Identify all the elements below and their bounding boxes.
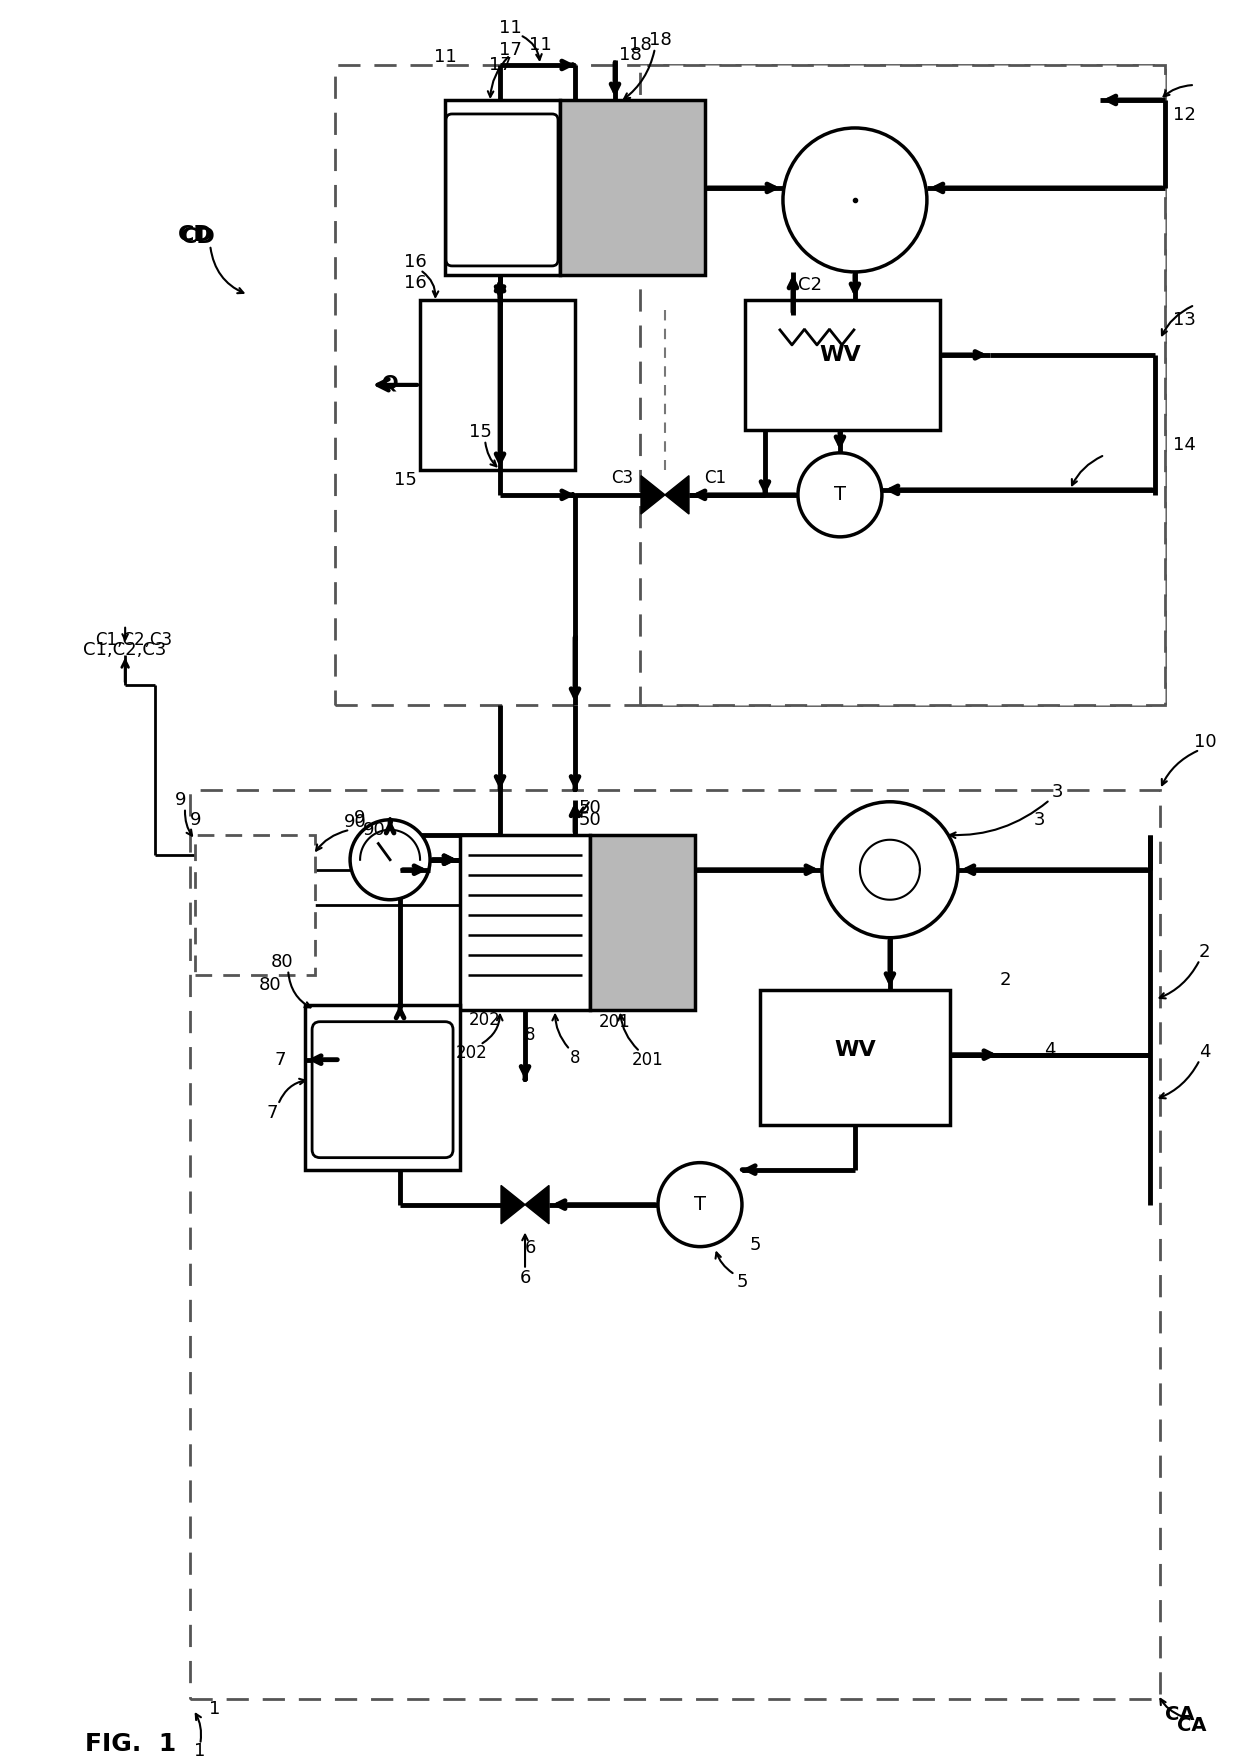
Text: 50: 50 <box>579 799 601 816</box>
Text: 2: 2 <box>1199 943 1210 961</box>
Text: 202: 202 <box>469 1010 501 1028</box>
Text: WV: WV <box>820 346 861 365</box>
Text: Q: Q <box>382 374 398 393</box>
Bar <box>460 834 590 1010</box>
Text: CA: CA <box>1166 1705 1194 1724</box>
Circle shape <box>822 802 957 938</box>
Text: T: T <box>694 1195 706 1215</box>
Text: 9: 9 <box>355 809 366 827</box>
FancyBboxPatch shape <box>312 1023 453 1158</box>
Text: C2: C2 <box>799 277 822 294</box>
Text: 8: 8 <box>569 1049 580 1067</box>
Text: 13: 13 <box>1173 310 1197 330</box>
Text: 9: 9 <box>190 811 201 829</box>
Bar <box>590 834 694 1010</box>
Text: 17: 17 <box>498 41 522 58</box>
FancyBboxPatch shape <box>446 115 558 266</box>
Text: C1,C2,C3: C1,C2,C3 <box>83 640 167 659</box>
Bar <box>195 834 315 975</box>
Circle shape <box>799 453 882 538</box>
Text: 80: 80 <box>259 975 281 994</box>
Text: 50: 50 <box>579 811 601 829</box>
Text: 6: 6 <box>525 1239 536 1257</box>
Text: 7: 7 <box>267 1104 278 1121</box>
Text: FIG.  1: FIG. 1 <box>86 1733 176 1756</box>
Polygon shape <box>665 476 689 515</box>
Bar <box>190 790 1159 1700</box>
Polygon shape <box>501 1185 525 1224</box>
Text: CA: CA <box>1177 1715 1207 1735</box>
Text: 1: 1 <box>195 1742 206 1761</box>
Text: 3: 3 <box>1034 811 1045 829</box>
Text: 6: 6 <box>520 1269 531 1287</box>
Text: 5: 5 <box>737 1273 748 1291</box>
Text: 11: 11 <box>528 35 552 55</box>
Text: T: T <box>835 485 846 504</box>
Text: 4: 4 <box>1044 1040 1055 1060</box>
Bar <box>745 300 940 430</box>
Bar <box>640 65 1164 705</box>
Text: 15: 15 <box>469 423 491 441</box>
Text: 9: 9 <box>175 792 186 809</box>
Text: 16: 16 <box>404 273 427 293</box>
Text: 8: 8 <box>525 1026 536 1044</box>
Text: 18: 18 <box>649 32 671 49</box>
Text: 11: 11 <box>498 19 521 37</box>
Text: 15: 15 <box>393 471 417 488</box>
Text: 201: 201 <box>632 1051 663 1068</box>
Text: CD: CD <box>181 227 216 247</box>
Text: 90: 90 <box>362 822 386 839</box>
Text: 5: 5 <box>749 1236 760 1253</box>
Text: C1: C1 <box>704 469 727 487</box>
Bar <box>760 989 950 1125</box>
Text: 1: 1 <box>210 1701 221 1719</box>
Text: 14: 14 <box>1173 435 1197 453</box>
Text: 80: 80 <box>270 952 294 971</box>
Text: 3: 3 <box>1052 783 1064 800</box>
Text: WV: WV <box>835 1040 875 1060</box>
Text: 10: 10 <box>1194 733 1216 751</box>
Circle shape <box>350 820 430 899</box>
Text: C3: C3 <box>611 469 634 487</box>
Bar <box>560 100 706 275</box>
Text: 17: 17 <box>489 56 511 74</box>
Circle shape <box>782 129 928 272</box>
Text: 18: 18 <box>619 46 641 63</box>
Text: 18: 18 <box>629 35 651 55</box>
Text: 12: 12 <box>1173 106 1197 123</box>
Text: 202: 202 <box>456 1044 487 1061</box>
Bar <box>305 1005 460 1169</box>
Text: 11: 11 <box>434 48 456 65</box>
Text: 90: 90 <box>343 813 367 830</box>
Text: CD: CD <box>177 226 212 245</box>
Text: 7: 7 <box>274 1051 286 1068</box>
Bar <box>420 300 575 471</box>
Bar <box>445 100 560 275</box>
Text: 2: 2 <box>999 971 1011 989</box>
Polygon shape <box>525 1185 549 1224</box>
Text: 16: 16 <box>404 252 427 272</box>
Polygon shape <box>641 476 665 515</box>
Text: 4: 4 <box>1199 1042 1210 1061</box>
Text: C1,C2,C3: C1,C2,C3 <box>95 631 172 649</box>
Circle shape <box>658 1162 742 1246</box>
Text: 201: 201 <box>599 1012 631 1031</box>
Bar <box>335 65 1164 705</box>
